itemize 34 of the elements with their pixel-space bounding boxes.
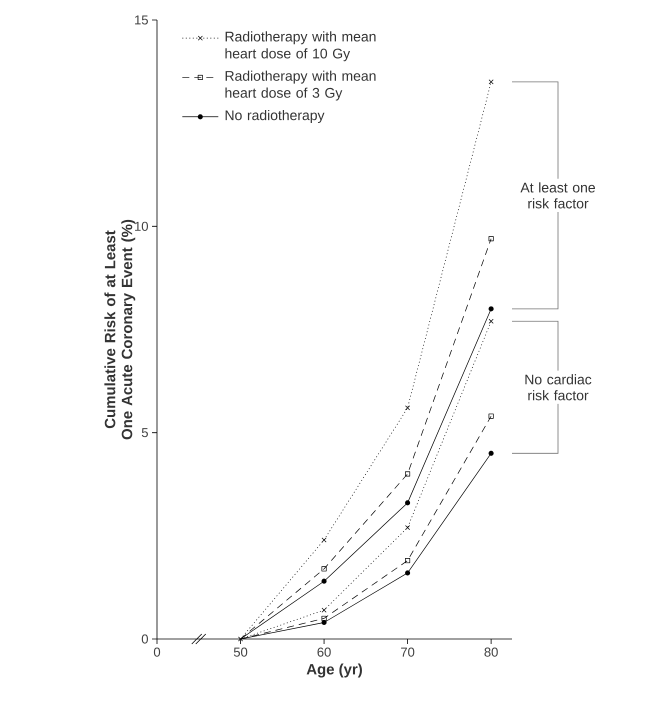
point xyxy=(488,79,494,84)
y-tick-label: 10 xyxy=(135,222,148,231)
legend-label: Radiotherapy with mean heart dose of 3 Gy xyxy=(225,70,376,101)
y-tick-label: 0 xyxy=(142,634,148,644)
legend-label: Radiotherapy with mean heart dose of 10 Gy xyxy=(225,31,376,62)
point xyxy=(488,236,494,242)
point xyxy=(488,414,494,419)
y-tick-label: 15 xyxy=(135,15,148,25)
legend-label: No radiotherapy xyxy=(226,110,324,123)
point xyxy=(405,500,410,506)
point xyxy=(488,318,494,324)
text: No cardiac risk factor xyxy=(525,374,592,400)
x-tick-label: 70 xyxy=(401,648,414,657)
point xyxy=(322,608,327,613)
point xyxy=(405,525,410,530)
text: At least one risk factor xyxy=(520,182,595,208)
x-axis-title: Age (yr) xyxy=(306,664,362,678)
x-tick-label: 60 xyxy=(318,648,331,657)
point xyxy=(405,471,410,476)
point xyxy=(488,450,494,456)
point xyxy=(322,620,327,626)
point xyxy=(405,405,410,410)
point xyxy=(322,566,327,572)
point xyxy=(488,306,494,312)
point xyxy=(405,558,410,564)
x-tick-label: 0 xyxy=(154,648,160,657)
y-tick-label: 5 xyxy=(142,428,148,438)
point xyxy=(322,616,327,621)
y-axis-title: Cumulative Risk of at Least One Acute Coronary Event (%) xyxy=(104,220,136,440)
x-tick-label: 50 xyxy=(234,648,248,657)
point xyxy=(322,578,327,584)
point xyxy=(405,570,410,576)
x-tick-label: 80 xyxy=(484,648,498,657)
point xyxy=(322,537,327,542)
